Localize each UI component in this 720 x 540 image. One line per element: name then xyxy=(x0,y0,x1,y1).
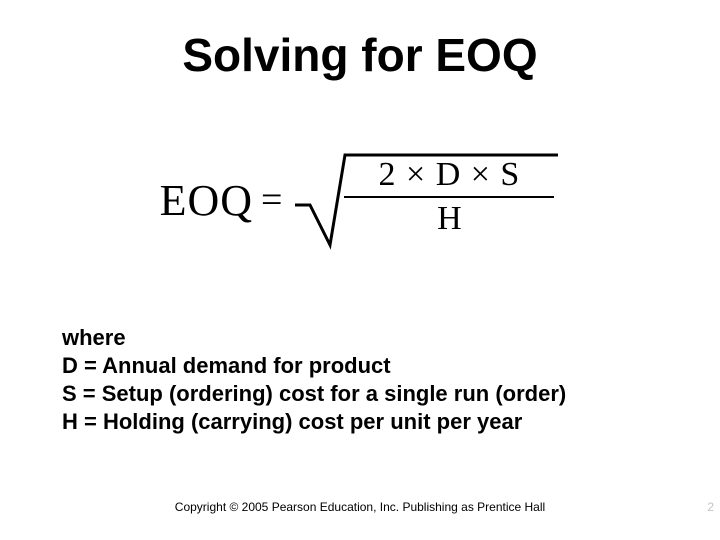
page-title: Solving for EOQ xyxy=(0,28,720,82)
numerator: 2 × D × S xyxy=(344,156,554,196)
def-line: D = Annual demand for product xyxy=(62,352,682,380)
def-line: where xyxy=(62,324,682,352)
formula-block: EOQ = 2 × D × S H xyxy=(0,150,720,250)
eoq-formula: EOQ = 2 × D × S H xyxy=(160,150,561,250)
def-line: S = Setup (ordering) cost for a single r… xyxy=(62,380,682,408)
equals-sign: = xyxy=(261,178,282,222)
copyright-footer: Copyright © 2005 Pearson Education, Inc.… xyxy=(0,500,720,514)
def-line: H = Holding (carrying) cost per unit per… xyxy=(62,408,682,436)
denominator: H xyxy=(344,196,554,238)
formula-lhs: EOQ xyxy=(160,175,253,226)
fraction: 2 × D × S H xyxy=(344,156,554,238)
copyright-text: Copyright © 2005 Pearson Education, Inc.… xyxy=(175,500,545,514)
definitions: where D = Annual demand for product S = … xyxy=(62,324,682,437)
page-number: 2 xyxy=(707,500,714,514)
slide: Solving for EOQ EOQ = 2 × D × S H where … xyxy=(0,0,720,540)
sqrt-block: 2 × D × S H xyxy=(290,150,560,250)
